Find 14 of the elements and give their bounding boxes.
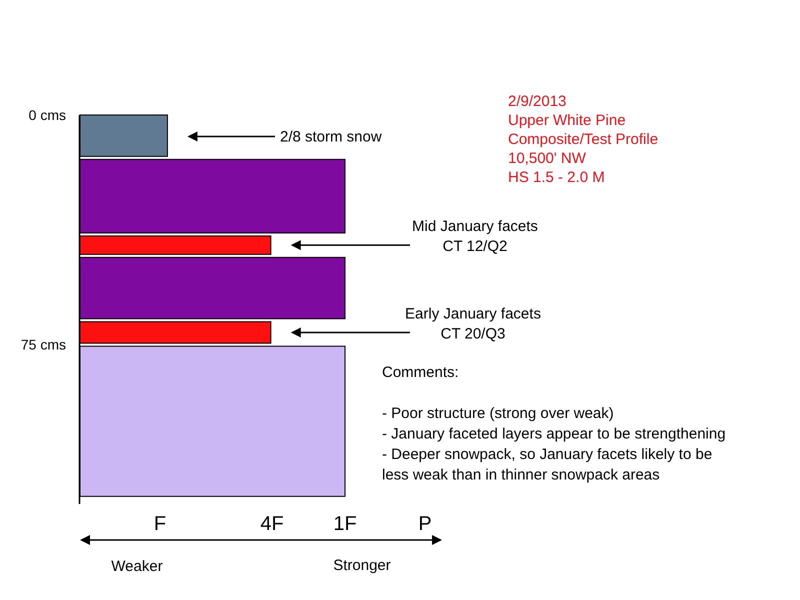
text: 1F xyxy=(333,513,357,535)
text: 2/9/2013 xyxy=(508,93,566,110)
text: Early January facets CT 20/Q3 xyxy=(405,305,541,342)
y-tick-label: 0 cms xyxy=(28,107,66,123)
text: Comments: - Poor structure (strong over weak) - January faceted layers appear to be strengthening - Deeper snowpack, so January facets likely to be less weak than in thinner snowpack areas xyxy=(382,364,726,484)
y-tick-label: 75 cms xyxy=(20,336,66,353)
text: Weaker xyxy=(111,558,163,575)
text: P xyxy=(418,513,432,535)
annotation: 2/8 storm snow xyxy=(280,128,382,146)
text: F xyxy=(154,513,166,535)
text: Upper White Pine Composite/Test Profile 10,500' NW HS 1.5 - 2.0 M xyxy=(508,112,658,186)
text: Stronger xyxy=(333,557,391,574)
text: 4F xyxy=(260,513,284,535)
text: Mid January facets CT 12/Q2 xyxy=(412,218,538,256)
